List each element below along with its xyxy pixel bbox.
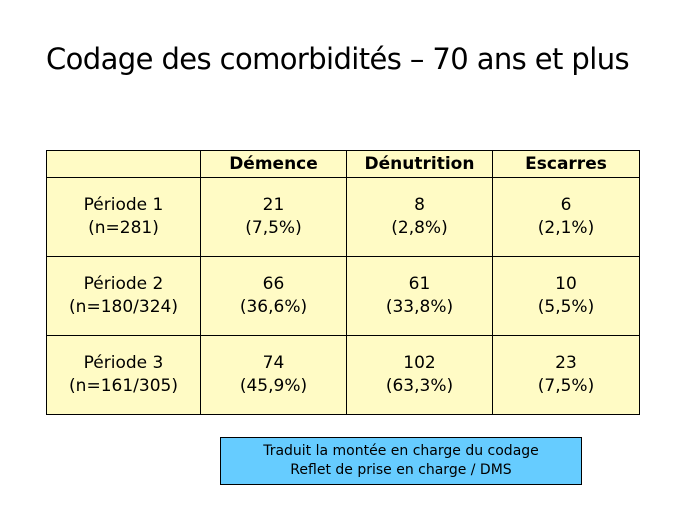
table-header-row: Démence Dénutrition Escarres xyxy=(46,150,640,178)
comorbidity-table: Démence Dénutrition Escarres Période 1 (… xyxy=(46,150,640,415)
table-row: Période 2 (n=180/324) 66 (36,6%) 61 (33,… xyxy=(46,256,640,336)
cell-percent: (45,9%) xyxy=(239,376,308,396)
period-label: Période 1 xyxy=(83,195,164,215)
period-sample-size: (n=281) xyxy=(88,218,159,238)
table-row: Période 1 (n=281) 21 (7,5%) 8 (2,8%) 6 (… xyxy=(46,177,640,257)
cell-percent: (33,8%) xyxy=(385,297,454,317)
cell-count: 10 xyxy=(555,274,577,294)
header-cell-empty xyxy=(46,150,201,178)
cell-count: 23 xyxy=(555,353,577,373)
note-box: Traduit la montée en charge du codage Re… xyxy=(220,437,582,485)
header-cell-demence: Démence xyxy=(200,150,347,178)
cell-percent: (5,5%) xyxy=(537,297,595,317)
table-cell: 23 (7,5%) xyxy=(492,335,640,415)
table-cell: 10 (5,5%) xyxy=(492,256,640,336)
row-label-cell: Période 1 (n=281) xyxy=(46,177,201,257)
period-sample-size: (n=180/324) xyxy=(69,297,178,317)
cell-count: 66 xyxy=(262,274,285,294)
period-label: Période 2 xyxy=(83,274,164,294)
table-row: Période 3 (n=161/305) 74 (45,9%) 102 (63… xyxy=(46,335,640,415)
cell-count: 21 xyxy=(262,195,285,215)
table-cell: 102 (63,3%) xyxy=(346,335,493,415)
note-line-2: Reflet de prise en charge / DMS xyxy=(290,462,512,478)
cell-percent: (7,5%) xyxy=(537,376,595,396)
cell-percent: (63,3%) xyxy=(385,376,454,396)
table-cell: 61 (33,8%) xyxy=(346,256,493,336)
header-cell-escarres: Escarres xyxy=(492,150,640,178)
cell-percent: (2,1%) xyxy=(537,218,595,238)
note-line-1: Traduit la montée en charge du codage xyxy=(263,443,539,459)
table-cell: 21 (7,5%) xyxy=(200,177,347,257)
table-cell: 6 (2,1%) xyxy=(492,177,640,257)
cell-percent: (2,8%) xyxy=(391,218,448,238)
header-cell-denutrition: Dénutrition xyxy=(346,150,493,178)
row-label-cell: Période 3 (n=161/305) xyxy=(46,335,201,415)
cell-count: 102 xyxy=(403,353,436,373)
slide-title: Codage des comorbidités – 70 ans et plus xyxy=(46,42,630,76)
cell-count: 8 xyxy=(414,195,425,215)
period-label: Période 3 xyxy=(83,353,164,373)
table-cell: 8 (2,8%) xyxy=(346,177,493,257)
cell-percent: (36,6%) xyxy=(239,297,308,317)
row-label-cell: Période 2 (n=180/324) xyxy=(46,256,201,336)
period-sample-size: (n=161/305) xyxy=(69,376,178,396)
cell-count: 74 xyxy=(262,353,285,373)
cell-percent: (7,5%) xyxy=(245,218,302,238)
cell-count: 6 xyxy=(560,195,572,215)
cell-count: 61 xyxy=(408,274,431,294)
table-cell: 74 (45,9%) xyxy=(200,335,347,415)
table-cell: 66 (36,6%) xyxy=(200,256,347,336)
